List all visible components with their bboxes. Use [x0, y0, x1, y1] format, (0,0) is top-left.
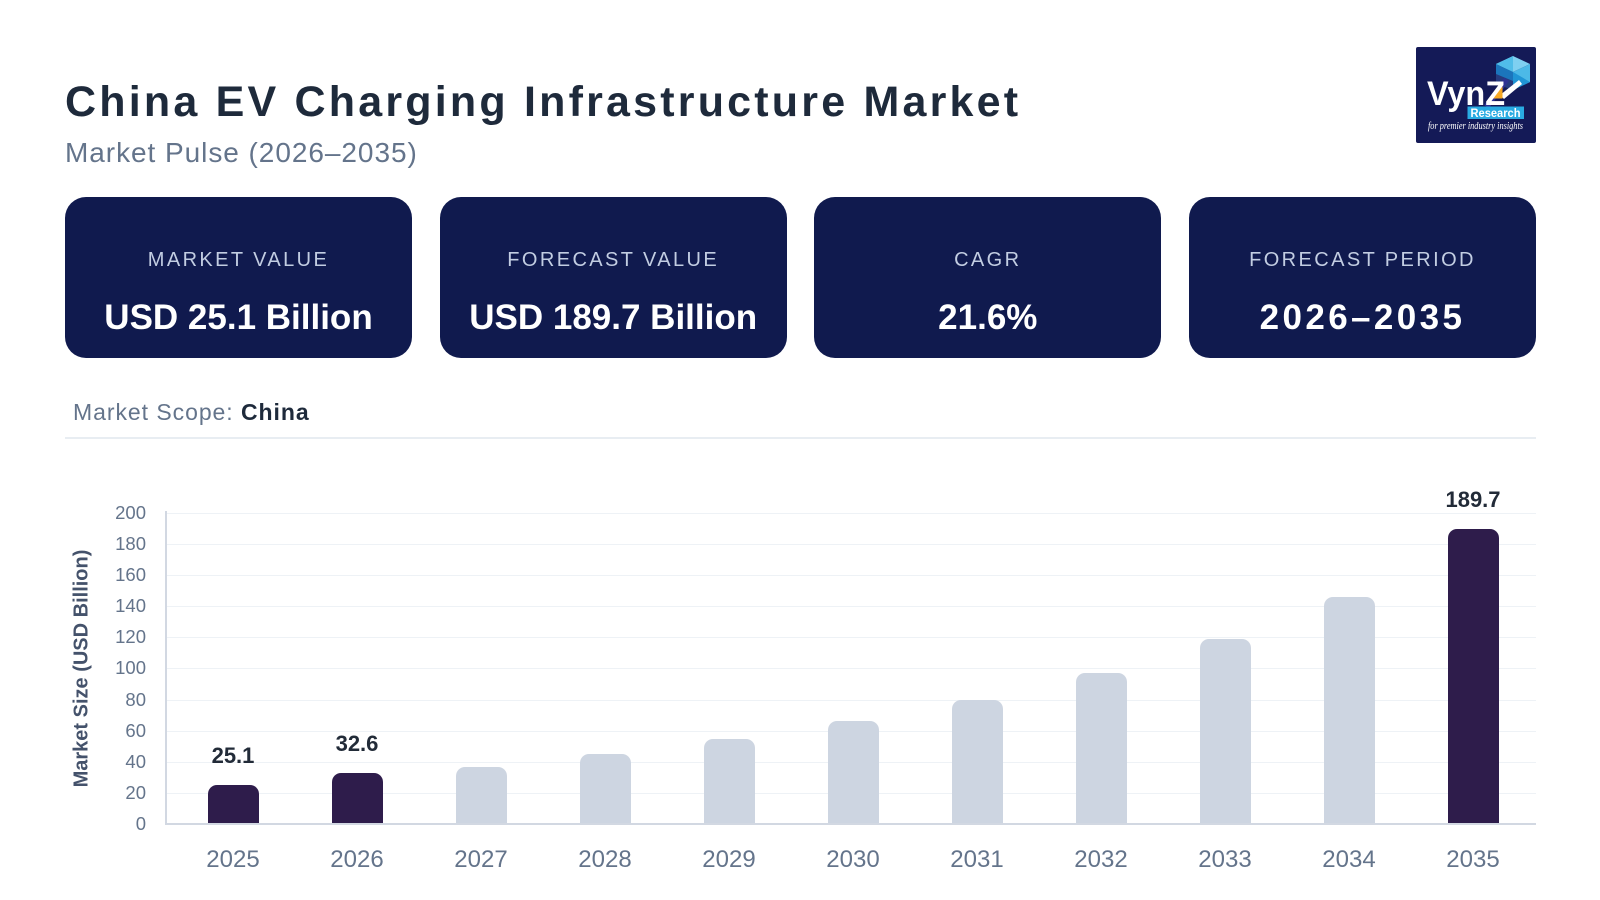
svg-text:for premier industry insights: for premier industry insights: [1428, 121, 1523, 132]
svg-text:Research: Research: [1471, 108, 1521, 120]
